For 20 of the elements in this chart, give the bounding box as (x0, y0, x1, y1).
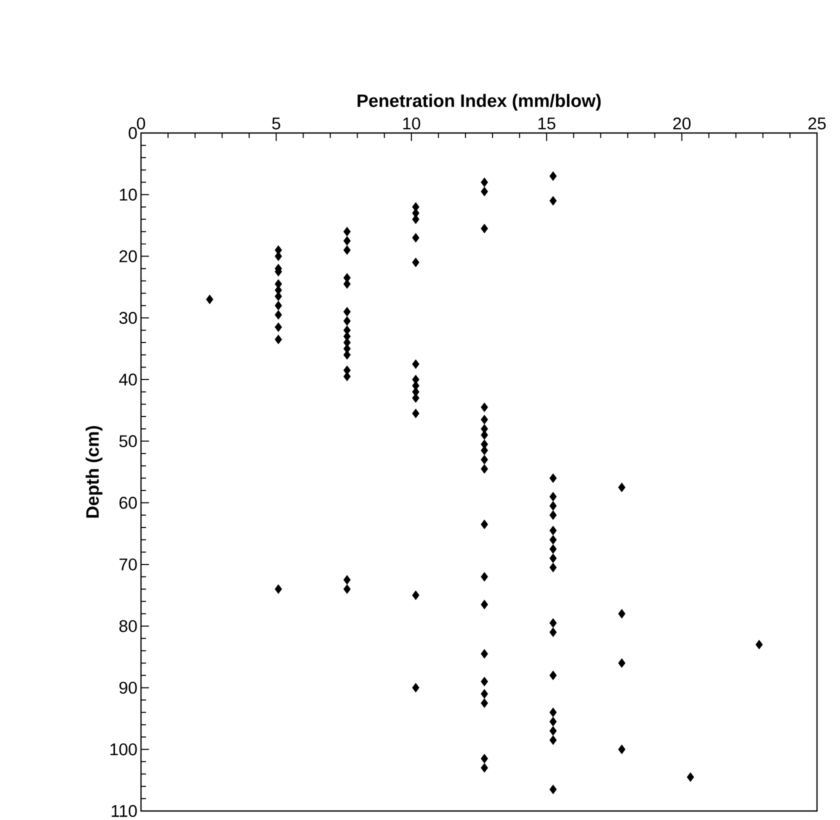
x-tick-label: 5 (272, 118, 280, 130)
y-tick-label: 70 (120, 558, 137, 570)
x-axis-title: Penetration Index (mm/blow) (358, 94, 601, 111)
x-tick-label: 25 (808, 117, 826, 130)
y-tick-label: 30 (119, 312, 137, 324)
y-tick-label: 0 (128, 126, 137, 139)
y-tick-label: 110 (112, 804, 137, 817)
y-tick-label: 100 (110, 743, 137, 756)
x-tick-label: 15 (538, 118, 556, 130)
x-tick-label: 10 (403, 117, 420, 130)
x-tick-label: 0 (136, 117, 146, 130)
y-tick-label: 50 (119, 435, 137, 448)
y-tick-label: 10 (120, 188, 137, 201)
y-tick-label: 40 (119, 374, 137, 386)
x-tick-label: 20 (673, 117, 691, 130)
y-tick-label: 90 (119, 682, 137, 694)
y-axis-title: Depth (cm) (86, 426, 102, 518)
y-tick-label: 60 (120, 496, 137, 509)
y-tick-label: 20 (120, 250, 137, 262)
y-tick-label: 80 (119, 620, 137, 632)
